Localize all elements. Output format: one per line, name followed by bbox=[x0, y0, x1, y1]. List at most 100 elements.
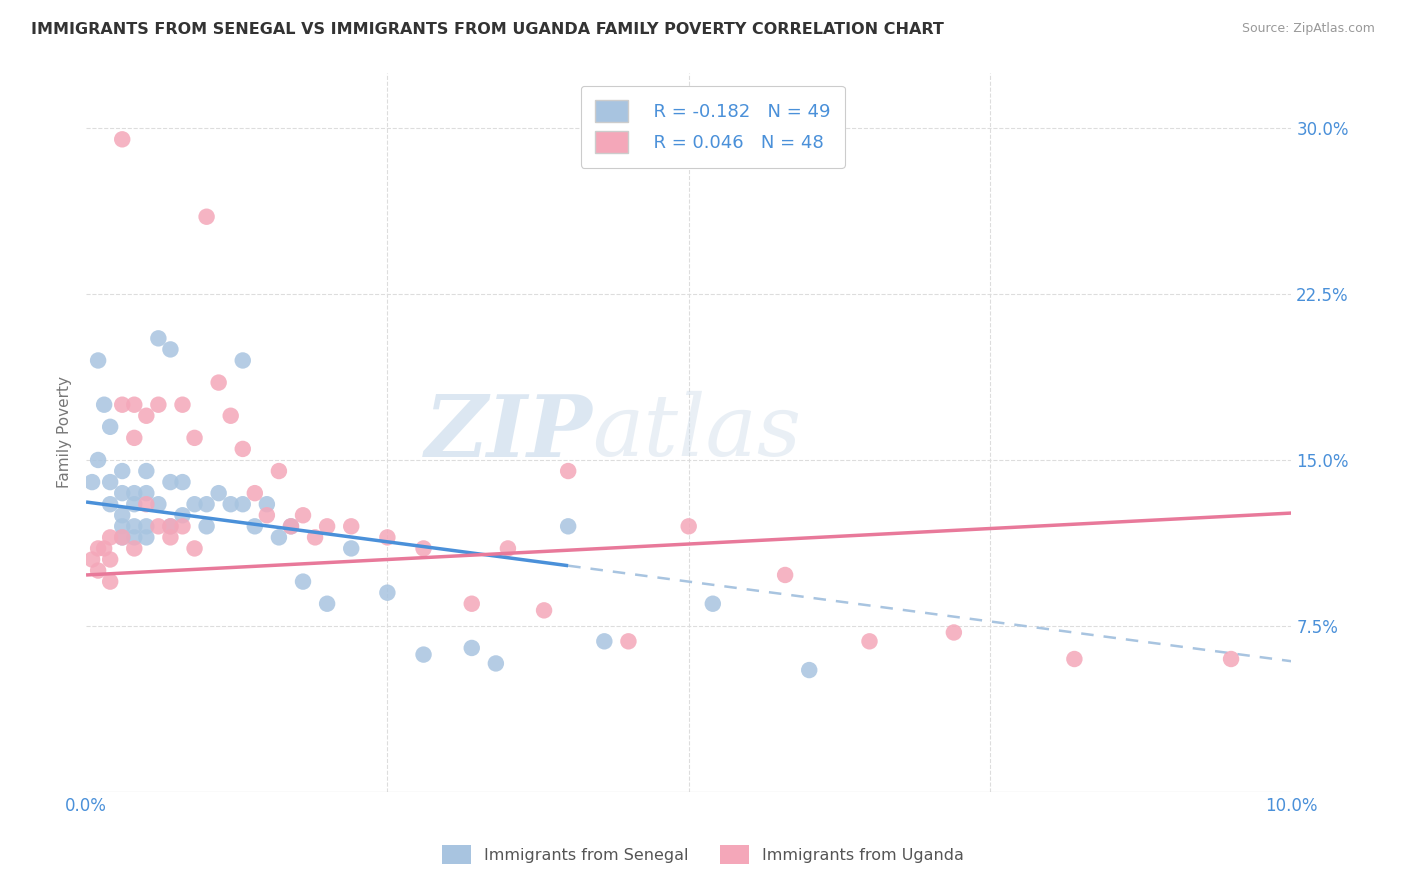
Point bbox=[280, 519, 302, 533]
Point bbox=[1063, 652, 1085, 666]
Point bbox=[111, 530, 134, 544]
Point bbox=[111, 530, 134, 544]
Point bbox=[98, 552, 121, 566]
Point bbox=[195, 210, 218, 224]
Point bbox=[172, 508, 194, 523]
Point bbox=[124, 431, 146, 445]
Point bbox=[135, 497, 157, 511]
Point bbox=[461, 597, 484, 611]
Point bbox=[208, 486, 231, 500]
Point bbox=[183, 497, 205, 511]
Point bbox=[496, 541, 519, 556]
Point bbox=[377, 585, 399, 599]
Point bbox=[135, 519, 157, 533]
Point bbox=[304, 530, 326, 544]
Point bbox=[172, 475, 194, 489]
Point bbox=[159, 530, 181, 544]
Point bbox=[98, 419, 121, 434]
Point bbox=[124, 486, 146, 500]
Point bbox=[292, 574, 315, 589]
Point bbox=[232, 497, 254, 511]
Point bbox=[148, 398, 170, 412]
Point bbox=[208, 376, 231, 390]
Point bbox=[267, 464, 290, 478]
Point bbox=[256, 508, 278, 523]
Point bbox=[461, 640, 484, 655]
Point bbox=[87, 564, 110, 578]
Point bbox=[111, 486, 134, 500]
Point bbox=[93, 398, 115, 412]
Point bbox=[858, 634, 880, 648]
Point bbox=[557, 464, 579, 478]
Point bbox=[412, 541, 434, 556]
Point bbox=[148, 331, 170, 345]
Point bbox=[82, 552, 104, 566]
Point bbox=[1220, 652, 1243, 666]
Point bbox=[87, 353, 110, 368]
Legend: Immigrants from Senegal, Immigrants from Uganda: Immigrants from Senegal, Immigrants from… bbox=[436, 838, 970, 871]
Point bbox=[111, 508, 134, 523]
Point bbox=[617, 634, 640, 648]
Point bbox=[124, 530, 146, 544]
Point bbox=[183, 541, 205, 556]
Point bbox=[148, 497, 170, 511]
Point bbox=[593, 634, 616, 648]
Point bbox=[702, 597, 724, 611]
Point bbox=[111, 519, 134, 533]
Point bbox=[98, 497, 121, 511]
Point bbox=[98, 475, 121, 489]
Point bbox=[316, 519, 339, 533]
Point bbox=[340, 519, 363, 533]
Point bbox=[678, 519, 700, 533]
Point bbox=[159, 519, 181, 533]
Point bbox=[243, 486, 266, 500]
Point bbox=[172, 398, 194, 412]
Point bbox=[232, 353, 254, 368]
Point bbox=[267, 530, 290, 544]
Point bbox=[232, 442, 254, 456]
Point bbox=[82, 475, 104, 489]
Text: ZIP: ZIP bbox=[425, 391, 592, 474]
Point bbox=[93, 541, 115, 556]
Point bbox=[485, 657, 508, 671]
Point bbox=[243, 519, 266, 533]
Point bbox=[377, 530, 399, 544]
Text: IMMIGRANTS FROM SENEGAL VS IMMIGRANTS FROM UGANDA FAMILY POVERTY CORRELATION CHA: IMMIGRANTS FROM SENEGAL VS IMMIGRANTS FR… bbox=[31, 22, 943, 37]
Point bbox=[557, 519, 579, 533]
Point bbox=[124, 398, 146, 412]
Point bbox=[135, 530, 157, 544]
Point bbox=[98, 530, 121, 544]
Point bbox=[87, 453, 110, 467]
Point bbox=[87, 541, 110, 556]
Point bbox=[159, 475, 181, 489]
Point bbox=[148, 519, 170, 533]
Point bbox=[412, 648, 434, 662]
Point bbox=[111, 398, 134, 412]
Point bbox=[111, 464, 134, 478]
Point bbox=[135, 486, 157, 500]
Point bbox=[219, 409, 242, 423]
Point bbox=[340, 541, 363, 556]
Point bbox=[183, 431, 205, 445]
Point bbox=[533, 603, 555, 617]
Point bbox=[292, 508, 315, 523]
Point bbox=[135, 409, 157, 423]
Point bbox=[942, 625, 965, 640]
Point bbox=[219, 497, 242, 511]
Point bbox=[98, 574, 121, 589]
Point bbox=[159, 343, 181, 357]
Point bbox=[195, 519, 218, 533]
Point bbox=[773, 568, 796, 582]
Text: Source: ZipAtlas.com: Source: ZipAtlas.com bbox=[1241, 22, 1375, 36]
Point bbox=[135, 464, 157, 478]
Point bbox=[799, 663, 821, 677]
Legend:   R = -0.182   N = 49,   R = 0.046   N = 48: R = -0.182 N = 49, R = 0.046 N = 48 bbox=[581, 86, 845, 168]
Text: atlas: atlas bbox=[592, 391, 801, 474]
Point bbox=[280, 519, 302, 533]
Point bbox=[124, 519, 146, 533]
Point bbox=[159, 519, 181, 533]
Point bbox=[172, 519, 194, 533]
Point bbox=[256, 497, 278, 511]
Point bbox=[111, 132, 134, 146]
Point bbox=[195, 497, 218, 511]
